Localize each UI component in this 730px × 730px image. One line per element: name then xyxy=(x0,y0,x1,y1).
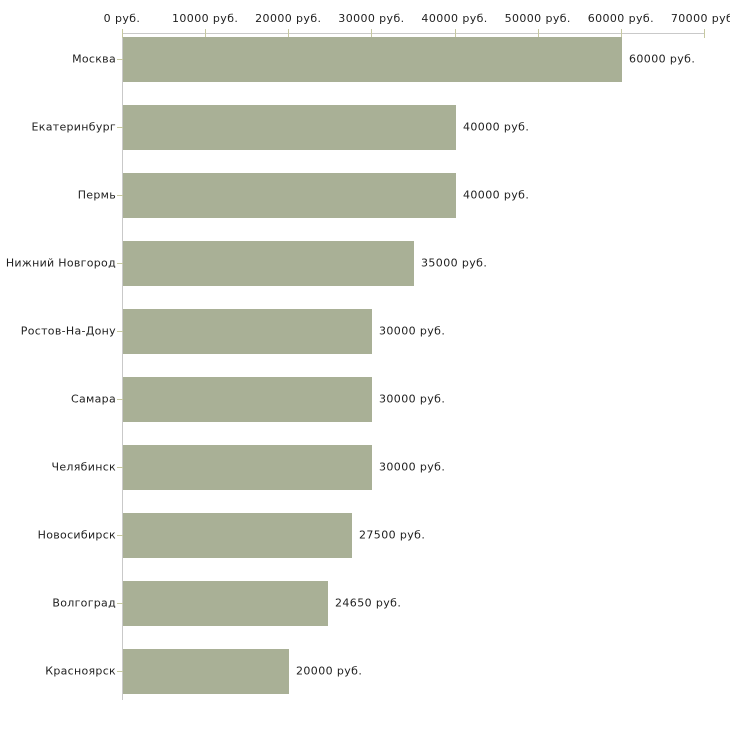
bar-value-label: 27500 руб. xyxy=(359,528,426,542)
bar-value-label: 35000 руб. xyxy=(421,256,488,270)
bar xyxy=(123,241,414,286)
x-axis-tick-mark xyxy=(122,29,123,38)
bar xyxy=(123,581,328,626)
x-axis-tick-mark xyxy=(704,29,705,38)
x-axis-tick-mark xyxy=(620,29,622,38)
x-axis-tick-label: 60000 руб. xyxy=(587,12,654,25)
y-axis-tick-mark xyxy=(117,671,123,672)
bar xyxy=(123,649,289,694)
bar-value-label: 30000 руб. xyxy=(379,324,446,338)
category-label: Волгоград xyxy=(52,596,116,610)
y-axis-tick-mark xyxy=(117,535,123,536)
category-label: Самара xyxy=(71,392,116,406)
category-label: Красноярск xyxy=(45,664,116,678)
bar-value-label: 60000 руб. xyxy=(629,52,696,66)
y-axis-tick-mark xyxy=(117,467,123,468)
bar-value-label: 30000 руб. xyxy=(379,460,446,474)
y-axis-tick-mark xyxy=(117,59,123,60)
category-label: Пермь xyxy=(77,188,116,202)
y-axis-line xyxy=(122,33,123,700)
y-axis-tick-mark xyxy=(117,195,123,196)
x-axis-tick-mark xyxy=(288,29,290,38)
bar xyxy=(123,37,622,82)
x-axis-tick-mark xyxy=(454,29,456,38)
category-label: Новосибирск xyxy=(37,528,116,542)
x-axis-tick-label: 10000 руб. xyxy=(172,12,239,25)
bar xyxy=(123,513,352,558)
bar xyxy=(123,173,456,218)
x-axis-tick-label: 30000 руб. xyxy=(338,12,405,25)
category-label: Ростов-На-Дону xyxy=(20,324,116,338)
y-axis-tick-mark xyxy=(117,263,123,264)
x-axis-line xyxy=(122,33,705,34)
bar xyxy=(123,445,372,490)
category-label: Екатеринбург xyxy=(31,120,116,134)
x-axis-tick-label: 40000 руб. xyxy=(421,12,488,25)
x-axis-tick-mark xyxy=(205,29,207,38)
bar xyxy=(123,377,372,422)
bar-value-label: 20000 руб. xyxy=(296,664,363,678)
x-axis-tick-label: 70000 руб. xyxy=(670,12,730,25)
bar-value-label: 40000 руб. xyxy=(463,188,530,202)
x-axis-tick-mark xyxy=(537,29,539,38)
x-axis-tick-label: 20000 руб. xyxy=(255,12,322,25)
x-axis-tick-label: 0 руб. xyxy=(103,12,141,25)
y-axis-tick-mark xyxy=(117,603,123,604)
category-label: Челябинск xyxy=(51,460,116,474)
category-label: Нижний Новгород xyxy=(5,256,116,270)
y-axis-tick-mark xyxy=(117,399,123,400)
x-axis-tick-label: 50000 руб. xyxy=(504,12,571,25)
bar xyxy=(123,105,456,150)
bar-value-label: 24650 руб. xyxy=(335,596,402,610)
y-axis-tick-mark xyxy=(117,127,123,128)
bar-value-label: 30000 руб. xyxy=(379,392,446,406)
y-axis-tick-mark xyxy=(117,331,123,332)
bar xyxy=(123,309,372,354)
category-label: Москва xyxy=(72,52,116,66)
bar-value-label: 40000 руб. xyxy=(463,120,530,134)
x-axis-tick-mark xyxy=(371,29,373,38)
